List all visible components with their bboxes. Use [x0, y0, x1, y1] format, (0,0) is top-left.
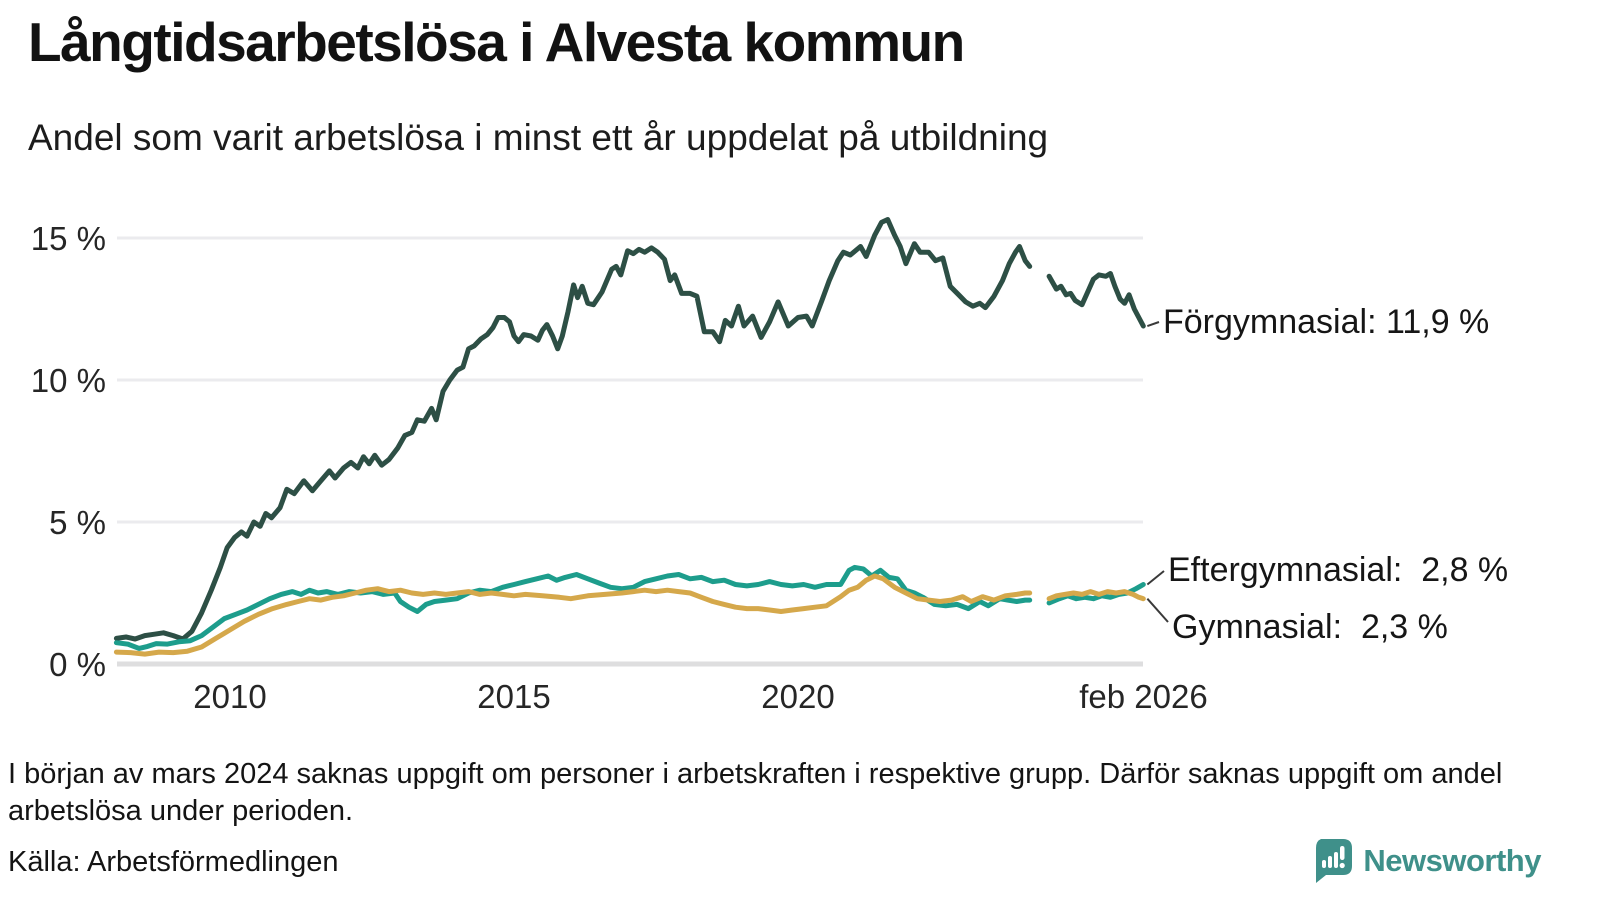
page-title: Långtidsarbetslösa i Alvesta kommun: [28, 11, 965, 73]
x-axis-tick-label: feb 2026: [1079, 678, 1207, 715]
source-line: Källa: Arbetsförmedlingen: [8, 846, 339, 878]
series-line-forgymnasial: [1046, 271, 1146, 329]
series-line-forgymnasial: [113, 217, 1033, 642]
x-axis-tick-label: 2010: [193, 678, 266, 715]
footnote: I början av mars 2024 saknas uppgift om …: [8, 758, 1503, 828]
series-line-eftergymnasial: [113, 564, 1033, 651]
label-connector-eftergymnasial: [1146, 570, 1165, 586]
series-end-label-eftergymnasial: Eftergymnasial: 2,8 %: [1168, 551, 1509, 589]
y-axis-tick-label: 0 %: [49, 646, 106, 683]
label-connector-forgymnasial: [1147, 321, 1160, 327]
newsworthy-brand: Newsworthy: [1311, 838, 1541, 884]
series-line-gymnasial: [1046, 589, 1146, 602]
x-axis-tick-label: 2020: [761, 678, 834, 715]
y-axis-tick-label: 15 %: [31, 220, 106, 257]
label-connector-gymnasial: [1146, 598, 1169, 623]
y-axis-tick-label: 10 %: [31, 362, 106, 399]
newsworthy-brand-name: Newsworthy: [1363, 843, 1541, 878]
chart-subtitle: Andel som varit arbetslösa i minst ett å…: [28, 117, 1049, 158]
series-line-gymnasial: [113, 573, 1033, 657]
newsworthy-logo-icon: [1316, 839, 1353, 883]
series-end-label-gymnasial: Gymnasial: 2,3 %: [1172, 608, 1448, 646]
series-end-label-forgymnasial: Förgymnasial: 11,9 %: [1163, 303, 1490, 341]
x-axis-tick-label: 2015: [477, 678, 550, 715]
y-axis-tick-label: 5 %: [49, 504, 106, 541]
